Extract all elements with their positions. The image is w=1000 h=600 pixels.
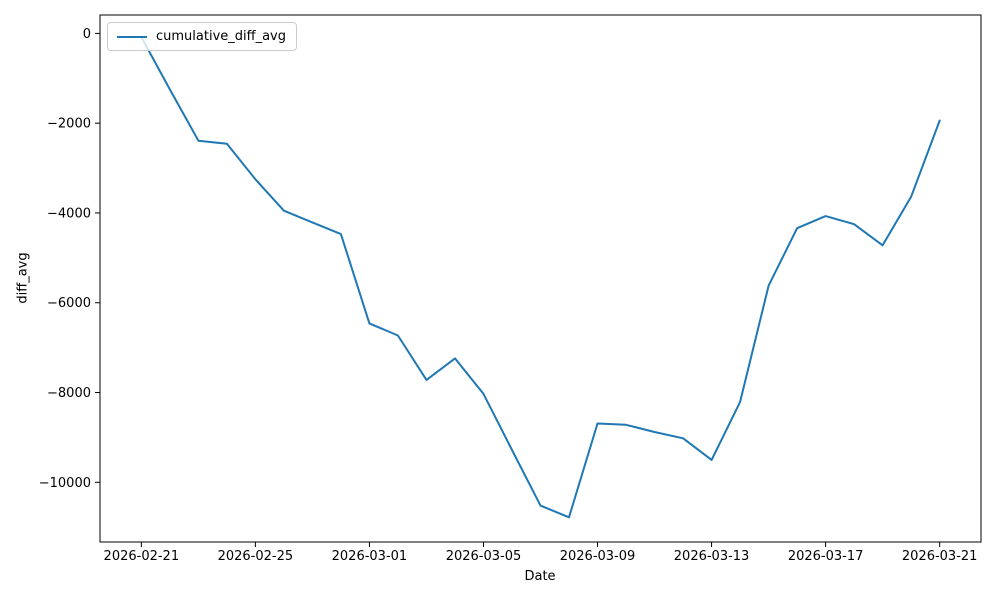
y-tick-label: −6000 — [47, 296, 91, 311]
y-tick-label: −10000 — [39, 476, 91, 491]
legend: cumulative_diff_avg — [107, 22, 297, 51]
x-tick-label: 2026-02-25 — [218, 549, 294, 564]
x-tick-label: 2026-02-21 — [104, 549, 180, 564]
x-tick-label: 2026-03-05 — [446, 549, 522, 564]
legend-line-icon — [117, 35, 147, 38]
x-tick-label: 2026-03-09 — [560, 549, 636, 564]
x-tick-label: 2026-03-01 — [332, 549, 408, 564]
y-tick-label: −2000 — [47, 117, 91, 132]
plot-border — [99, 14, 982, 543]
y-tick-label: −8000 — [47, 386, 91, 401]
data-line-cumulative-diff-avg — [140, 36, 941, 519]
x-axis-label: Date — [524, 569, 556, 584]
y-tick-label: 0 — [83, 27, 91, 42]
y-tick-label: −4000 — [47, 206, 91, 221]
x-tick-label: 2026-03-17 — [788, 549, 864, 564]
x-tick-label: 2026-03-13 — [674, 549, 750, 564]
legend-label: cumulative_diff_avg — [156, 29, 286, 44]
x-tick-label: 2026-03-21 — [902, 549, 978, 564]
y-axis-label: diff_avg — [15, 252, 31, 304]
